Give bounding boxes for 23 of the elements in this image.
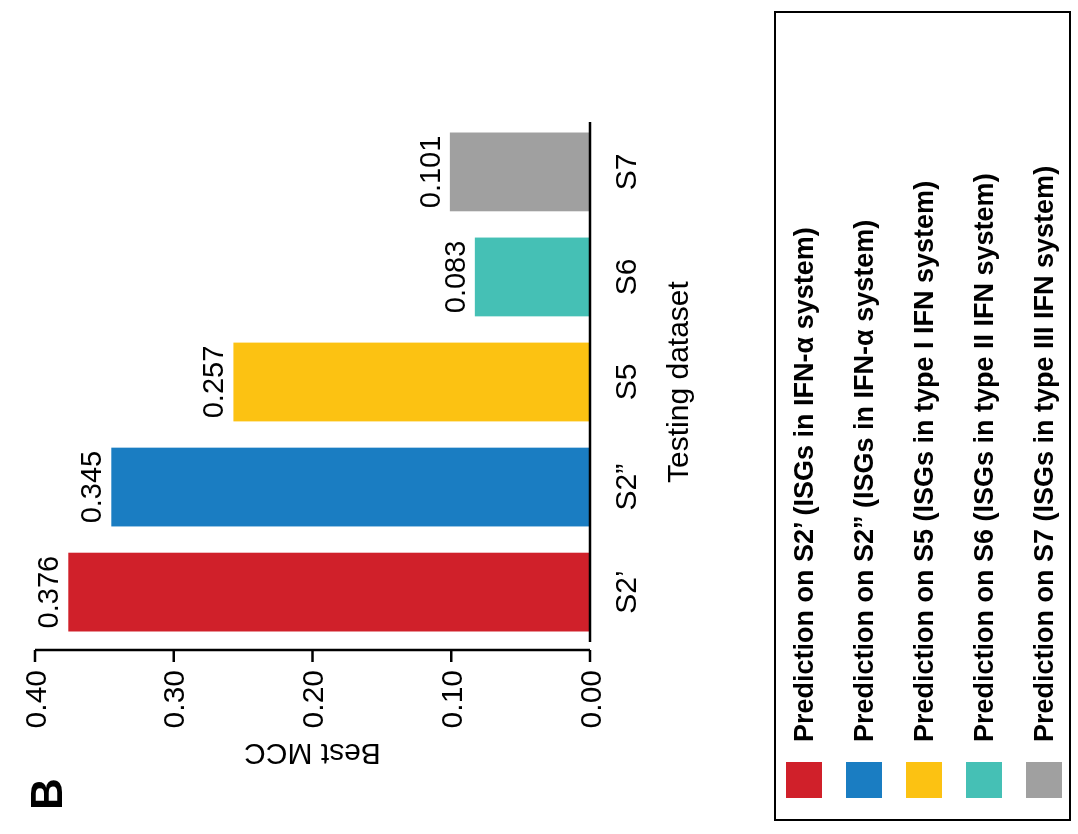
text: Prediction on S2” (ISGs in IFN-α system): [849, 219, 880, 742]
y-tick-label: S2”: [609, 463, 642, 511]
data-label: 0.101: [413, 135, 446, 209]
x-tick-label: 0.30: [157, 670, 191, 729]
data-label: 0.376: [32, 555, 65, 629]
data-label: 0.345: [75, 450, 108, 524]
text: Prediction on S5 (ISGs in type I IFN system): [909, 180, 940, 742]
x-tick-label: 0.40: [18, 670, 52, 729]
text: Prediction on S2’ (ISGs in IFN-α system): [789, 227, 820, 742]
y-tick-label: S6: [609, 258, 642, 296]
y-tick-label: S5: [609, 363, 642, 401]
x-axis-title: Best MCC: [244, 738, 381, 771]
text: B: [22, 778, 71, 810]
y-tick-label: S2’: [609, 570, 642, 614]
x-tick-label: 0.20: [296, 670, 329, 729]
y-axis-title: Testing dataset: [661, 280, 694, 483]
y-tick-label: S7: [609, 153, 642, 191]
text: Prediction on S7 (ISGs in type III IFN system): [1029, 165, 1060, 742]
data-label: 0.257: [197, 345, 230, 419]
x-tick-label: 0.00: [573, 670, 607, 729]
data-label: 0.083: [438, 240, 471, 314]
text: Prediction on S6 (ISGs in type II IFN system): [969, 173, 1000, 742]
x-tick-label: 0.10: [434, 670, 468, 729]
